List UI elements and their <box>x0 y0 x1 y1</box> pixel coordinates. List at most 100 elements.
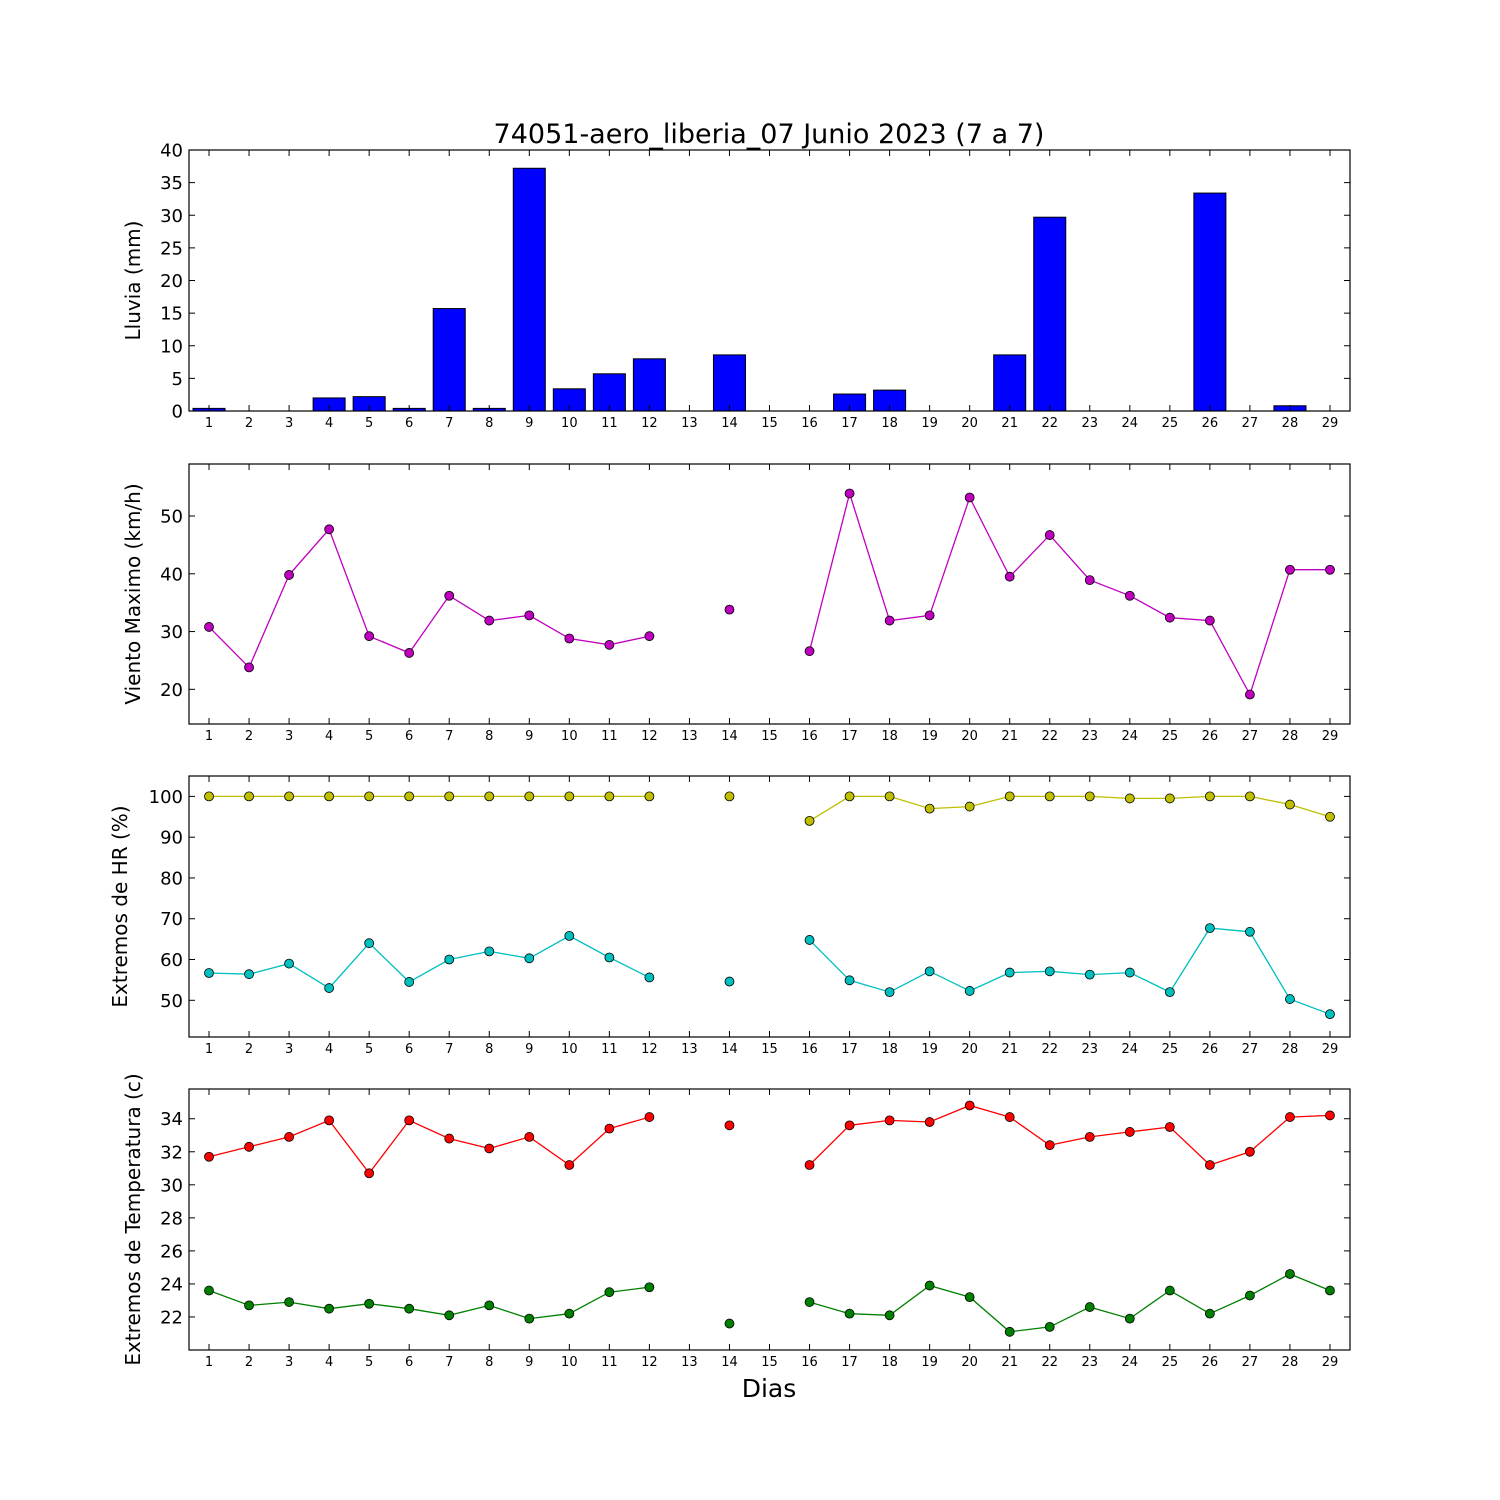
series-1-point-day-29 <box>1325 1110 1335 1121</box>
rain-bar-day-21 <box>993 354 1027 412</box>
y-tick-label: 80 <box>160 868 183 889</box>
x-tick-label: 14 <box>721 1355 738 1370</box>
y-tick-label: 10 <box>160 336 183 357</box>
x-tick-label: 15 <box>761 1355 778 1370</box>
series-1-point-day-28 <box>1285 1112 1295 1122</box>
x-tick-label: 26 <box>1202 416 1219 431</box>
series-2-point-day-14 <box>724 976 735 987</box>
series-1-point-day-26 <box>1204 791 1215 802</box>
series-1-point-day-21 <box>1004 791 1015 802</box>
x-tick-label: 4 <box>325 1355 333 1370</box>
series-1-point-day-5 <box>364 1168 375 1179</box>
x-tick-label: 11 <box>601 416 618 431</box>
series-1-point-day-11 <box>604 639 615 650</box>
y-tick-label: 30 <box>160 1175 183 1196</box>
y-tick-label: 15 <box>160 304 183 325</box>
x-tick-label: 28 <box>1282 1355 1299 1370</box>
x-tick-label: 10 <box>561 729 578 744</box>
series-1-point-day-21 <box>1004 571 1015 582</box>
series-1-line-3 <box>809 795 1331 822</box>
series-2-point-day-26 <box>1204 923 1215 934</box>
x-tick-label: 2 <box>245 729 253 744</box>
axes-frame <box>188 1088 1351 1351</box>
y-tick-label: 20 <box>160 680 183 701</box>
x-tick-label: 17 <box>841 1042 858 1057</box>
series-2-point-day-5 <box>364 938 375 949</box>
x-tick-label: 26 <box>1202 729 1219 744</box>
series-2-point-day-22 <box>1044 1321 1055 1332</box>
rain-bar-day-7 <box>432 308 466 412</box>
subplot-4: 1 2 3 4 5 6 7 8 9 10 11 12 13 14 15 16 17 18 19 20 21 22 23 24 2… <box>121 1073 1351 1370</box>
series-2-point-day-18 <box>884 987 895 998</box>
subplots: 1 2 3 4 5 6 7 8 9 10 11 12 13 14 15 16 17 18 19 20 21 22 23 24 2… <box>108 141 1351 1370</box>
series-2-point-day-8 <box>484 946 495 957</box>
series-1-point-day-8 <box>484 615 495 626</box>
x-tick-label: 12 <box>641 729 658 744</box>
x-tick-label: 6 <box>405 1042 413 1057</box>
series-2-point-day-22 <box>1044 966 1055 977</box>
y-axis-label: Extremos de HR (%) <box>108 805 132 1007</box>
series-1-point-day-6 <box>404 791 415 802</box>
x-tick-label: 12 <box>641 416 658 431</box>
x-tick-label: 17 <box>841 1355 858 1370</box>
x-tick-label: 13 <box>681 1042 698 1057</box>
x-tick-label: 24 <box>1122 1355 1139 1370</box>
series-2-point-day-10 <box>564 930 575 941</box>
x-tick-label: 27 <box>1242 1355 1259 1370</box>
y-tick-label: 22 <box>160 1307 183 1328</box>
x-tick-label: 7 <box>445 729 453 744</box>
x-tick-label: 23 <box>1082 1042 1099 1057</box>
series-1-point-day-25 <box>1164 793 1175 804</box>
y-axis-label: Lluvia (mm) <box>121 221 145 341</box>
series-2-point-day-20 <box>964 986 975 996</box>
x-tick-label: 19 <box>921 416 938 431</box>
series-1-point-day-27 <box>1245 689 1255 700</box>
series-2-point-day-24 <box>1124 967 1135 978</box>
series-1-point-day-21 <box>1004 1112 1015 1122</box>
series-1-point-day-17 <box>844 791 855 802</box>
series-1-line-1 <box>208 528 650 669</box>
series-2-point-day-7 <box>444 954 455 965</box>
x-tick-label: 5 <box>365 416 373 431</box>
series-1-point-day-3 <box>284 1132 294 1142</box>
y-tick-label: 100 <box>149 787 183 808</box>
y-tick-label: 40 <box>160 564 183 585</box>
x-tick-label: 21 <box>1001 416 1018 431</box>
series-1-point-day-24 <box>1124 793 1135 804</box>
series-1-point-day-2 <box>244 791 254 802</box>
series-1-point-day-9 <box>524 791 535 802</box>
x-tick-label: 2 <box>245 1355 253 1370</box>
series-1-point-day-18 <box>884 615 895 626</box>
series-1-point-day-8 <box>484 791 495 802</box>
x-tick-label: 10 <box>561 416 578 431</box>
x-tick-label: 24 <box>1122 1042 1139 1057</box>
y-tick-label: 32 <box>160 1142 183 1163</box>
x-tick-label: 18 <box>881 1042 898 1057</box>
series-2-point-day-16 <box>804 935 815 945</box>
series-1-point-day-4 <box>324 791 335 802</box>
rain-bar-day-12 <box>632 358 666 412</box>
x-tick-label: 25 <box>1162 1042 1179 1057</box>
series-2-point-day-6 <box>404 977 415 987</box>
series-1-point-day-24 <box>1124 590 1135 601</box>
series-1-line-3 <box>809 1104 1331 1166</box>
x-tick-label: 9 <box>525 729 533 744</box>
y-tick-label: 30 <box>160 206 183 227</box>
x-tick-label: 8 <box>485 416 493 431</box>
x-tick-label: 26 <box>1202 1042 1219 1057</box>
y-tick-label: 50 <box>160 507 183 528</box>
x-tick-label: 29 <box>1322 1355 1339 1370</box>
axes-frame <box>188 775 1351 1038</box>
y-axis-label: Viento Maximo (km/h) <box>121 483 145 704</box>
series-2-point-day-27 <box>1245 926 1255 937</box>
series-2-point-day-1 <box>204 968 214 978</box>
x-tick-label: 24 <box>1122 416 1139 431</box>
series-2-point-day-14 <box>724 1318 735 1329</box>
x-tick-label: 27 <box>1242 729 1259 744</box>
series-1-point-day-7 <box>444 1133 455 1144</box>
series-1-point-day-28 <box>1285 564 1295 575</box>
series-1-point-day-22 <box>1044 1140 1055 1151</box>
y-tick-label: 50 <box>160 991 183 1012</box>
x-tick-label: 20 <box>961 1042 978 1057</box>
series-1-point-day-23 <box>1084 1132 1095 1142</box>
